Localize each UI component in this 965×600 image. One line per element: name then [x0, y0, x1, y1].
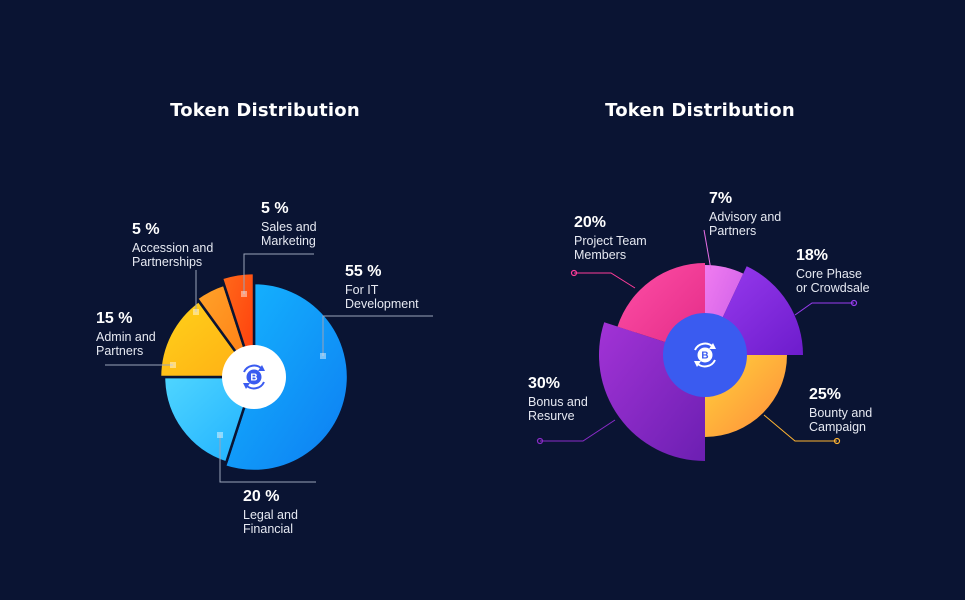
leader-line [763, 414, 837, 442]
leader-end-dot [536, 437, 544, 445]
slice-name-label: Development [345, 297, 419, 311]
leader-line [219, 435, 316, 483]
leader-end-dot [850, 299, 858, 307]
leader-end-dot [833, 437, 841, 445]
coin-circle [246, 369, 262, 385]
slice-name-label: Resurve [528, 409, 575, 423]
leader-marker [241, 291, 247, 297]
pie-slice [223, 281, 350, 473]
slice-name-label: Campaign [809, 420, 866, 434]
slice-name-label: Accession and [132, 241, 213, 255]
slice-name-label: Admin and [96, 330, 156, 344]
leader-marker [320, 353, 326, 359]
slice-percent-label: 15 % [96, 310, 132, 327]
arrow-head-top [709, 343, 716, 349]
slice-name-label: Financial [243, 522, 293, 536]
chart-title-right: Token Distribution [605, 100, 795, 121]
slice-name-label: Members [574, 248, 626, 262]
slice-name-label: Marketing [261, 234, 316, 248]
leader-line [574, 272, 636, 289]
leader-marker [170, 362, 176, 368]
leader-line [794, 302, 854, 316]
slice-name-label: Core Phase [796, 267, 862, 281]
leader-line [243, 253, 314, 294]
slice-name-label: Bonus and [528, 395, 588, 409]
leader-marker [217, 432, 223, 438]
slice-name-label: Partnerships [132, 255, 202, 269]
coin-circle [697, 347, 713, 363]
bitcoin-sync-icon: B [243, 364, 265, 390]
slice-name-label: Advisory and [709, 210, 781, 224]
slice-percent-label: 20 % [243, 488, 279, 505]
leader-marker [193, 309, 199, 315]
bitcoin-sync-icon: B [694, 342, 716, 368]
leader-line [540, 419, 616, 442]
slice-name-label: For IT [345, 283, 379, 297]
arrow-head-bottom [243, 383, 250, 389]
arrow-head-bottom [694, 361, 701, 367]
coin-symbol: B [701, 351, 708, 362]
slice-percent-label: 5 % [261, 200, 289, 217]
slice-name-label: Sales and [261, 220, 317, 234]
slice-name-label: Bounty and [809, 406, 872, 420]
slice-percent-label: 30% [528, 375, 560, 392]
coin-symbol: B [250, 373, 257, 384]
slice-name-label: or Crowdsale [796, 281, 870, 295]
slice-percent-label: 7% [709, 190, 732, 207]
slice-percent-label: 18% [796, 247, 828, 264]
arrow-head-top [258, 365, 265, 371]
slice-name-label: Legal and [243, 508, 298, 522]
slice-percent-label: 20% [574, 214, 606, 231]
slice-name-label: Partners [96, 344, 143, 358]
leader-line [703, 229, 712, 271]
slice-percent-label: 5 % [132, 221, 160, 238]
leader-end-dot [570, 269, 578, 277]
chart-title-left: Token Distribution [170, 100, 360, 121]
leader-line [322, 315, 433, 356]
slice-name-label: Project Team [574, 234, 647, 248]
slice-percent-label: 55 % [345, 263, 381, 280]
slice-name-label: Partners [709, 224, 756, 238]
slice-percent-label: 25% [809, 386, 841, 403]
